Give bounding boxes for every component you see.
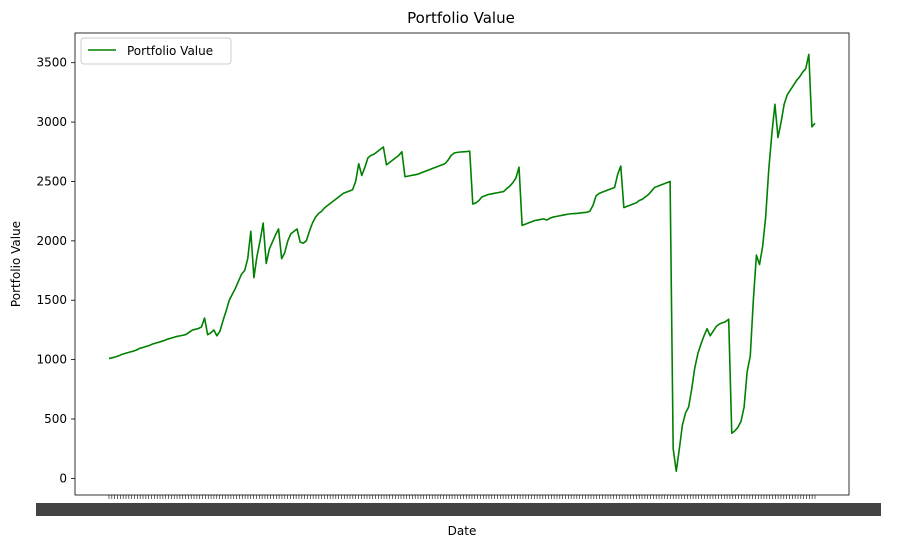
- plot-area: 0 500 1000 1500 2000 2500 3000 3500: [36, 32, 881, 516]
- y-tick-label: 0: [59, 471, 67, 485]
- y-tick-label: 500: [44, 412, 67, 426]
- x-tick-labels-overlapping: [36, 503, 881, 516]
- y-tick-label: 2000: [36, 234, 67, 248]
- y-tick-label: 1000: [36, 353, 67, 367]
- x-axis-ticks: [36, 495, 881, 516]
- series-line-portfolio-value: [108, 53, 816, 473]
- x-axis-label: Date: [448, 524, 477, 538]
- legend-box: [80, 37, 232, 65]
- y-tick-label: 3500: [36, 56, 67, 70]
- y-tick-label: 1500: [36, 293, 67, 307]
- legend: Portfolio Value: [80, 37, 232, 65]
- chart-title: Portfolio Value: [407, 9, 515, 27]
- y-axis-label: Portfolio Value: [9, 221, 23, 307]
- y-tick-label: 3000: [36, 115, 67, 129]
- y-axis-ticks: 0 500 1000 1500 2000 2500 3000 3500: [36, 56, 75, 485]
- plot-frame: [74, 32, 850, 496]
- legend-label-portfolio-value: Portfolio Value: [127, 44, 213, 58]
- y-tick-label: 2500: [36, 174, 67, 188]
